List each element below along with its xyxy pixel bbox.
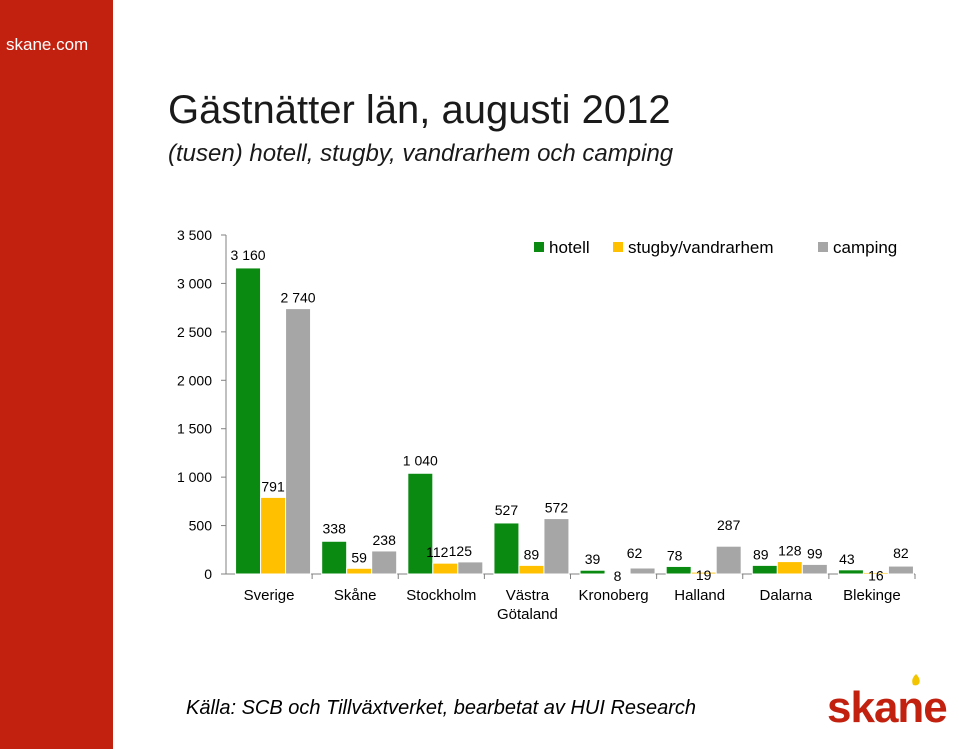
bar	[543, 518, 570, 575]
bar	[371, 550, 398, 575]
y-tick-label: 2 500	[177, 324, 212, 340]
x-tick-label: Blekinge	[843, 587, 901, 604]
data-label: 125	[449, 543, 473, 559]
data-label: 791	[261, 478, 285, 494]
bar	[801, 563, 828, 575]
data-label: 287	[717, 517, 741, 533]
data-label: 1 040	[403, 452, 438, 468]
legend-label: stugby/vandrarhem	[628, 238, 774, 257]
y-tick-label: 3 000	[177, 275, 212, 291]
x-tick-label: Kronoberg	[579, 587, 649, 604]
data-label: 8	[614, 568, 622, 584]
bar-chart: 0 500 1 000 1 500 2 000 2 500 3 000 3 500 3 160 7…	[177, 227, 916, 623]
skane-logo: skane	[827, 674, 948, 732]
data-label: 572	[545, 500, 569, 516]
bar	[887, 565, 914, 575]
bar	[346, 567, 373, 575]
logo-wordmark: skane	[827, 683, 947, 732]
bar	[751, 564, 778, 575]
data-label: 2 740	[281, 290, 316, 306]
y-tick-label: 3 500	[177, 227, 212, 243]
bar	[837, 569, 864, 575]
data-label: 3 160	[231, 247, 266, 263]
data-label: 89	[524, 546, 540, 562]
x-tick-label: Västra	[506, 587, 550, 604]
y-tick-label: 2 000	[177, 372, 212, 388]
brand-sidebar: skane.com	[0, 0, 113, 749]
data-label: 19	[696, 567, 712, 583]
data-label: 82	[893, 545, 909, 561]
data-label: 39	[585, 551, 601, 567]
data-label: 16	[868, 567, 884, 583]
x-tick-label: Götaland	[497, 606, 558, 623]
bar	[432, 562, 459, 575]
bar	[518, 564, 545, 575]
y-tick-label: 500	[189, 518, 213, 534]
data-label: 99	[807, 545, 823, 561]
legend-swatch	[534, 242, 544, 252]
data-label: 238	[373, 532, 397, 548]
legend-label: camping	[833, 238, 897, 257]
bar	[579, 569, 606, 575]
bar	[665, 565, 692, 575]
source-note: Källa: SCB och Tillväxtverket, bearbetat…	[186, 697, 697, 719]
site-name[interactable]: skane.com	[6, 35, 89, 54]
bar	[457, 561, 484, 575]
y-tick-label: 1 000	[177, 469, 212, 485]
page-title: Gästnätter län, augusti 2012	[168, 88, 671, 132]
data-label: 338	[323, 520, 347, 536]
bar	[493, 522, 520, 575]
bar	[629, 567, 656, 575]
data-label: 112	[426, 544, 449, 560]
x-tick-label: Skåne	[334, 587, 377, 604]
bar	[407, 472, 434, 575]
data-label: 43	[839, 551, 855, 567]
bar	[285, 308, 312, 575]
x-tick-label: Sverige	[244, 587, 295, 604]
bar	[776, 561, 803, 575]
x-tick-label: Stockholm	[406, 587, 476, 604]
data-label: 527	[495, 502, 519, 518]
x-tick-label: Halland	[674, 587, 725, 604]
bar	[235, 267, 262, 575]
page-subtitle: (tusen) hotell, stugby, vandrarhem och c…	[168, 140, 674, 167]
data-label: 59	[351, 549, 367, 565]
data-label: 62	[627, 545, 643, 561]
bar	[715, 545, 742, 575]
legend-swatch	[818, 242, 828, 252]
x-tick-label: Dalarna	[760, 587, 813, 604]
legend-swatch	[613, 242, 623, 252]
y-tick-label: 0	[204, 566, 212, 582]
y-tick-label: 1 500	[177, 421, 212, 437]
data-label: 89	[753, 546, 769, 562]
bar	[260, 496, 287, 575]
legend-label: hotell	[549, 238, 590, 257]
data-label: 78	[667, 547, 683, 563]
data-label: 128	[778, 543, 802, 559]
logo-flame-icon	[912, 674, 920, 686]
bar	[321, 540, 348, 575]
